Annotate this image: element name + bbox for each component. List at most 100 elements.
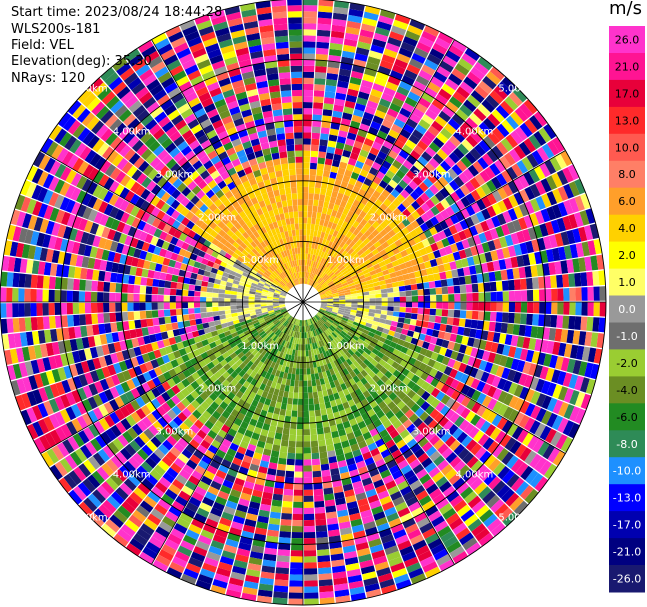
gate	[454, 416, 465, 428]
gate	[386, 459, 397, 469]
gate	[171, 405, 182, 416]
gate	[379, 249, 387, 257]
gate	[331, 311, 338, 315]
gate	[163, 302, 170, 310]
gate	[139, 302, 146, 311]
gate	[120, 418, 132, 431]
gate	[224, 290, 232, 295]
gate	[317, 29, 331, 37]
gate	[320, 251, 325, 258]
gate	[380, 310, 388, 315]
gate	[369, 298, 376, 302]
gate	[335, 261, 342, 268]
gate	[242, 302, 249, 306]
gate	[455, 108, 469, 122]
gate	[385, 410, 395, 420]
gate	[446, 540, 462, 554]
gate	[320, 408, 327, 416]
gate	[357, 498, 369, 507]
gate	[346, 20, 361, 30]
gate	[334, 198, 342, 206]
gate	[180, 333, 188, 342]
gate	[177, 453, 189, 464]
gate	[161, 402, 172, 413]
gate	[204, 449, 216, 460]
gate	[520, 313, 527, 325]
gate	[238, 332, 246, 339]
gate	[366, 132, 377, 142]
gate	[30, 274, 38, 288]
gate	[312, 108, 323, 116]
gate	[168, 420, 179, 431]
gate	[417, 156, 429, 167]
gate	[344, 289, 351, 293]
gate	[514, 313, 521, 324]
gate	[278, 298, 285, 301]
gate	[270, 450, 280, 458]
gate	[560, 260, 569, 274]
gate	[443, 227, 453, 238]
gate	[205, 518, 219, 529]
gate	[45, 342, 54, 357]
gate	[48, 303, 55, 316]
gate	[436, 553, 452, 566]
gate	[151, 341, 159, 351]
gate	[299, 362, 303, 369]
gate	[177, 321, 185, 329]
gate	[317, 390, 324, 398]
gate	[513, 205, 524, 219]
gate	[386, 512, 400, 523]
gate	[42, 275, 50, 289]
gate	[82, 131, 96, 146]
gate	[372, 405, 382, 414]
gate	[487, 385, 497, 398]
gate	[440, 530, 455, 543]
gate	[268, 462, 278, 470]
gate	[195, 341, 204, 349]
gate	[276, 395, 283, 403]
gate	[300, 326, 302, 333]
gate	[369, 305, 376, 310]
gate	[337, 311, 344, 315]
gate	[123, 330, 132, 340]
gate	[44, 329, 52, 343]
gate	[181, 242, 190, 251]
gate	[157, 498, 171, 511]
gate	[444, 348, 453, 358]
gate	[135, 408, 147, 420]
gate	[49, 464, 63, 481]
gate	[514, 107, 529, 122]
gate	[461, 139, 474, 152]
gate	[93, 508, 109, 523]
gate	[74, 266, 82, 279]
gate	[221, 410, 231, 419]
gate	[176, 341, 185, 350]
gate	[381, 293, 388, 298]
gate	[242, 272, 249, 278]
gate	[558, 342, 567, 357]
gate	[399, 296, 406, 302]
gate	[465, 205, 476, 216]
gate	[420, 166, 431, 178]
gate	[543, 123, 557, 140]
gate	[315, 322, 320, 329]
gate	[411, 307, 418, 314]
gate	[334, 269, 341, 276]
gate	[151, 217, 161, 228]
gate	[377, 65, 392, 76]
gate	[325, 189, 333, 197]
gate	[546, 175, 558, 190]
gate	[402, 159, 413, 170]
gate	[136, 355, 145, 365]
gate	[115, 451, 128, 465]
gate	[557, 202, 568, 217]
gate	[240, 275, 248, 281]
gate	[386, 283, 393, 289]
gate	[45, 141, 59, 157]
gate	[199, 334, 207, 342]
gate	[492, 444, 504, 458]
gate	[124, 148, 136, 161]
gate	[187, 180, 198, 191]
gate	[261, 497, 272, 506]
gate	[441, 464, 453, 476]
